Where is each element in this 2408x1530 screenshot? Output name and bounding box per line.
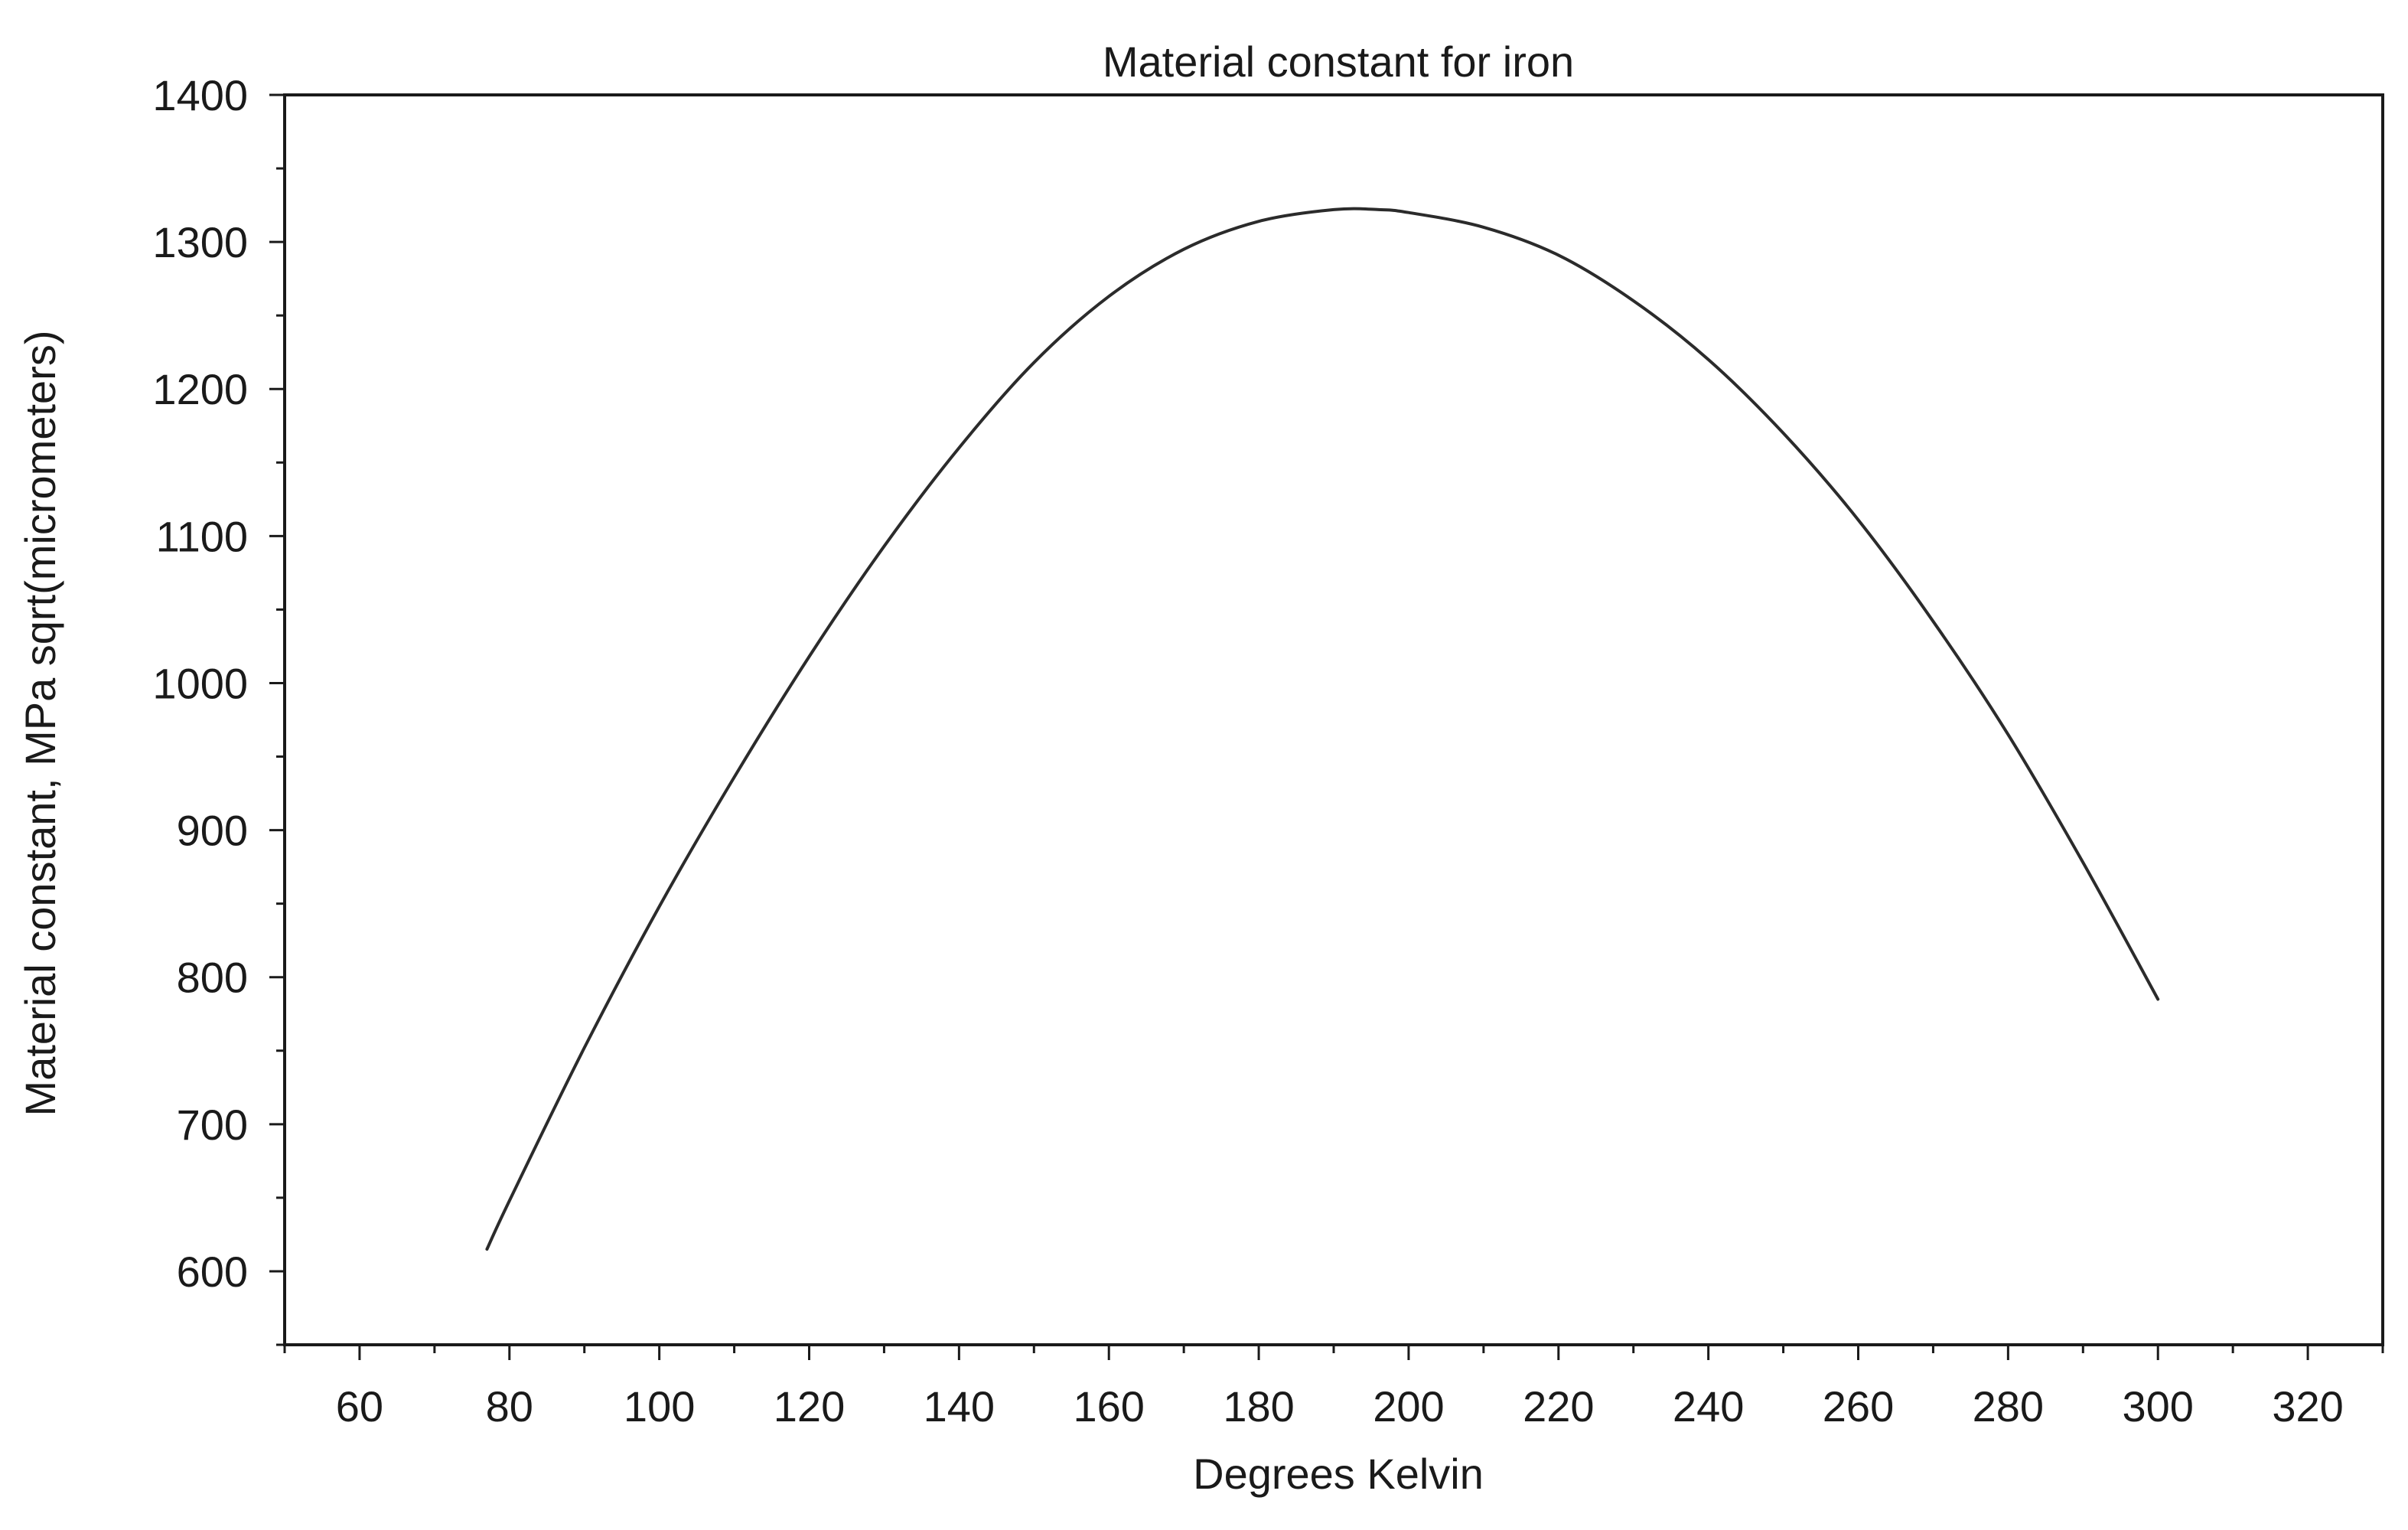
y-tick-label: 1100 <box>156 512 248 560</box>
y-tick-label: 600 <box>177 1248 248 1296</box>
chart-title: Material constant for iron <box>1103 38 1574 86</box>
plot-area: 60 80 100 120 140 160 180 200 220 240 260 280 300 320… <box>152 71 2384 1431</box>
y-tick-label: 900 <box>177 807 248 855</box>
x-tick-label: 100 <box>624 1382 695 1431</box>
y-tick-label: 1400 <box>152 71 248 119</box>
x-tick-label: 60 <box>336 1382 383 1431</box>
y-tick-label: 1200 <box>152 365 248 413</box>
y-tick-label: 1300 <box>152 218 248 266</box>
x-tick-label: 180 <box>1223 1382 1294 1431</box>
y-tick-label: 1000 <box>152 659 248 707</box>
y-axis-title: Material constant, MPa sqrt(micrometers) <box>16 331 64 1117</box>
x-tick-label: 120 <box>774 1382 845 1431</box>
y-tick-label: 700 <box>177 1101 248 1149</box>
x-tick-label: 240 <box>1673 1382 1744 1431</box>
x-tick-label: 200 <box>1373 1382 1444 1431</box>
y-axis-ticks: 600 700 800 900 1000 1100 1200 1300 1400 <box>152 71 285 1346</box>
x-tick-label: 160 <box>1073 1382 1144 1431</box>
x-tick-label: 220 <box>1523 1382 1594 1431</box>
series-group <box>485 207 2160 1251</box>
x-tick-label: 320 <box>2272 1382 2343 1431</box>
x-tick-label: 140 <box>924 1382 995 1431</box>
series-line-0 <box>485 207 2160 1251</box>
y-tick-label: 800 <box>177 954 248 1002</box>
x-axis-ticks: 60 80 100 120 140 160 180 200 220 240 260 280 300 320 <box>283 1345 2384 1431</box>
x-tick-label: 260 <box>1823 1382 1894 1431</box>
x-tick-label: 80 <box>486 1382 533 1431</box>
x-axis-title: Degrees Kelvin <box>1193 1450 1484 1498</box>
x-tick-label: 300 <box>2122 1382 2193 1431</box>
x-tick-label: 280 <box>1973 1382 2044 1431</box>
